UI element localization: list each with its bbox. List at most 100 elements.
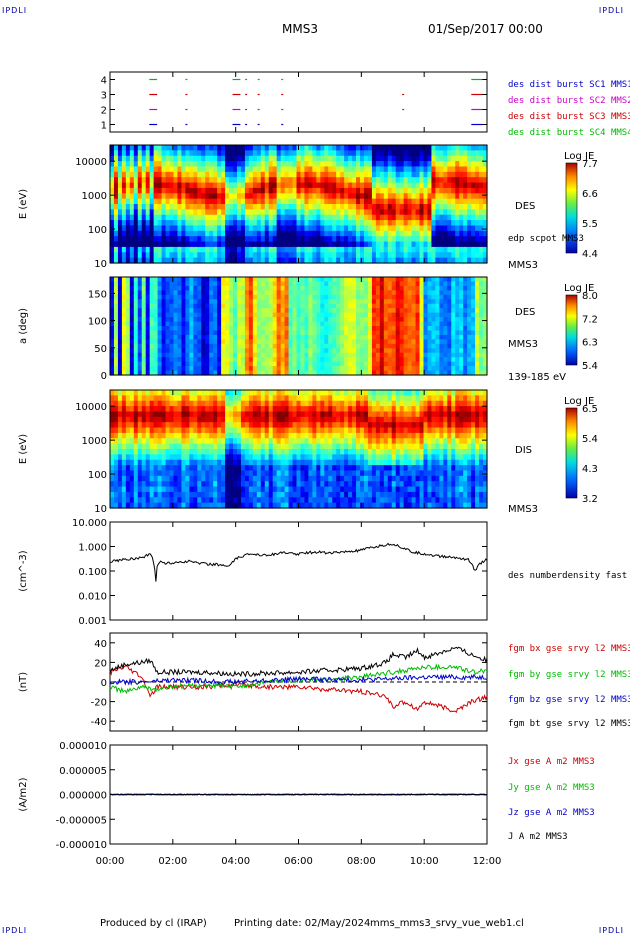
heatmap-cell	[400, 335, 405, 340]
heatmap-cell	[205, 357, 210, 362]
heatmap-cell	[209, 433, 214, 439]
heatmap-cell	[193, 476, 198, 482]
heatmap-cell	[185, 242, 190, 248]
heatmap-cell	[289, 330, 294, 335]
heatmap-cell	[324, 242, 329, 248]
heatmap-cell	[130, 225, 135, 231]
heatmap-cell	[328, 177, 333, 183]
heatmap-cell	[229, 188, 234, 194]
heatmap-cell	[241, 199, 246, 205]
heatmap-cell	[146, 177, 151, 183]
heatmap-cell	[439, 220, 444, 226]
heatmap-cell	[269, 236, 274, 242]
heatmap-cell	[435, 290, 440, 295]
heatmap-cell	[467, 166, 472, 172]
heatmap-cell	[412, 357, 417, 362]
heatmap-cell	[166, 335, 171, 340]
heatmap-cell	[253, 145, 258, 151]
heatmap-cell	[201, 209, 206, 215]
heatmap-cell	[332, 242, 337, 248]
heatmap-cell	[316, 344, 321, 349]
heatmap-cell	[225, 286, 230, 291]
heatmap-cell	[297, 247, 302, 253]
heatmap-cell	[146, 313, 151, 318]
heatmap-cell	[253, 236, 258, 242]
heatmap-cell	[146, 299, 151, 304]
heatmap-cell	[471, 204, 476, 210]
heatmap-cell	[336, 362, 341, 367]
heatmap-cell	[253, 304, 258, 309]
heatmap-cell	[130, 322, 135, 327]
heatmap-cell	[197, 183, 202, 189]
heatmap-cell	[269, 322, 274, 327]
heatmap-cell	[396, 304, 401, 309]
heatmap-cell	[237, 304, 242, 309]
heatmap-cell	[217, 406, 222, 412]
heatmap-cell	[118, 231, 123, 237]
heatmap-cell	[348, 236, 353, 242]
heatmap-cell	[126, 330, 131, 335]
heatmap-cell	[360, 150, 365, 156]
heatmap-cell	[269, 299, 274, 304]
heatmap-cell	[388, 145, 393, 151]
heatmap-cell	[166, 220, 171, 226]
heatmap-cell	[293, 150, 298, 156]
heatmap-cell	[142, 497, 147, 503]
heatmap-cell	[368, 156, 373, 162]
heatmap-cell	[277, 362, 282, 367]
heatmap-cell	[384, 290, 389, 295]
heatmap-cell	[166, 199, 171, 205]
heatmap-cell	[380, 161, 385, 167]
heatmap-cell	[443, 362, 448, 367]
heatmap-cell	[388, 215, 393, 221]
heatmap-cell	[269, 362, 274, 367]
heatmap-cell	[352, 295, 357, 300]
heatmap-cell	[404, 348, 409, 353]
heatmap-cell	[289, 145, 294, 151]
heatmap-cell	[320, 290, 325, 295]
heatmap-cell	[118, 236, 123, 242]
heatmap-cell	[344, 252, 349, 258]
heatmap-cell	[340, 313, 345, 318]
heatmap-cell	[340, 177, 345, 183]
heatmap-cell	[146, 145, 151, 151]
heatmap-cell	[134, 335, 139, 340]
heatmap-cell	[241, 252, 246, 258]
heatmap-cell	[241, 188, 246, 194]
heatmap-cell	[130, 188, 135, 194]
heatmap-cell	[368, 299, 373, 304]
heatmap-cell	[324, 177, 329, 183]
heatmap-cell	[217, 231, 222, 237]
heatmap-cell	[154, 247, 159, 253]
heatmap-cell	[118, 299, 123, 304]
heatmap-cell	[447, 357, 452, 362]
heatmap-cell	[297, 357, 302, 362]
heatmap-cell	[471, 317, 476, 322]
heatmap-cell	[114, 476, 119, 482]
heatmap-cell	[273, 199, 278, 205]
heatmap-cell	[213, 231, 218, 237]
heatmap-cell	[118, 465, 123, 471]
heatmap-cell	[241, 299, 246, 304]
heatmap-cell	[328, 304, 333, 309]
heatmap-cell	[221, 247, 226, 253]
heatmap-cell	[181, 428, 186, 434]
heatmap-cell	[455, 277, 460, 282]
heatmap-cell	[162, 428, 167, 434]
heatmap-cell	[412, 322, 417, 327]
heatmap-cell	[281, 177, 286, 183]
heatmap-cell	[320, 348, 325, 353]
heatmap-cell	[269, 172, 274, 178]
heatmap-cell	[285, 326, 290, 331]
heatmap-cell	[392, 161, 397, 167]
heatmap-cell	[150, 454, 155, 460]
heatmap-cell	[348, 172, 353, 178]
heatmap-cell	[455, 366, 460, 371]
heatmap-cell	[475, 188, 480, 194]
heatmap-cell	[380, 322, 385, 327]
heatmap-cell	[463, 304, 468, 309]
heatmap-cell	[376, 188, 381, 194]
heatmap-cell	[404, 295, 409, 300]
heatmap-cell	[126, 470, 131, 476]
heatmap-cell	[185, 395, 190, 401]
